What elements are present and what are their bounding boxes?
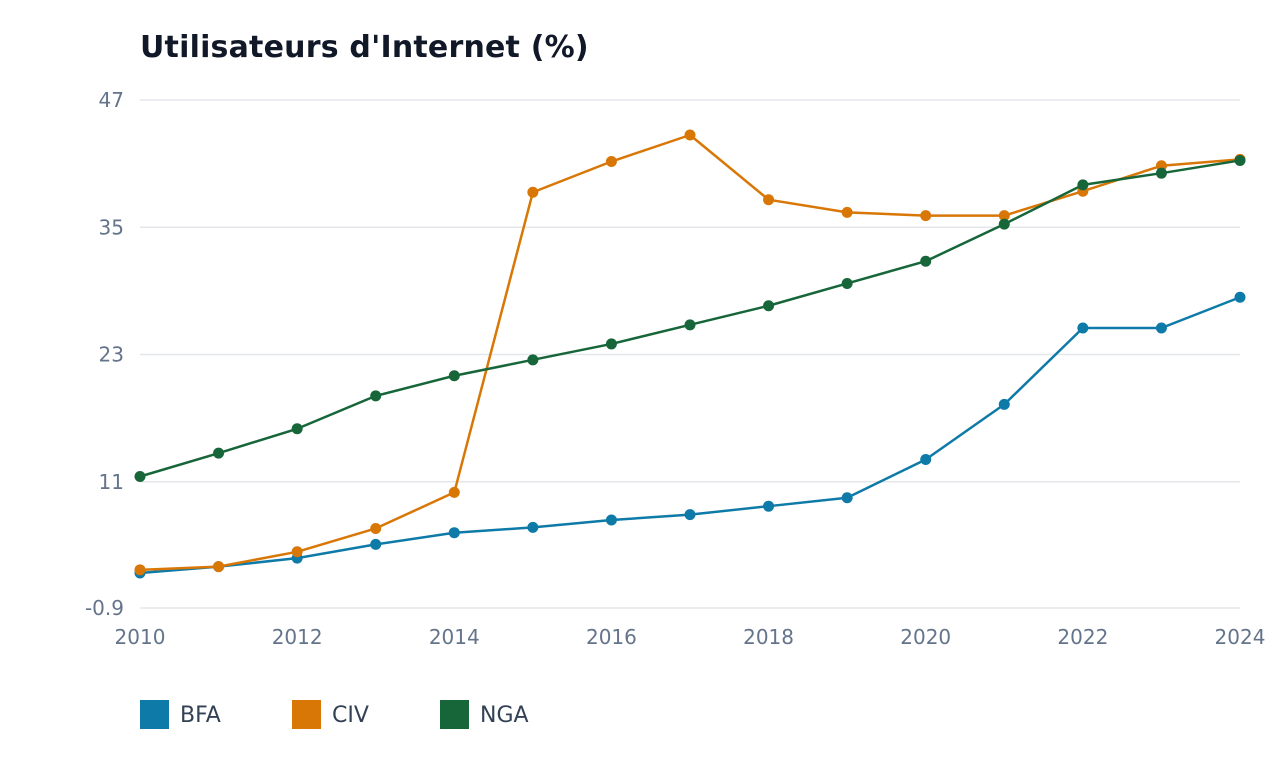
chart-title: Utilisateurs d'Internet (%) [140,30,589,65]
legend-item-civ: CIV [292,700,369,729]
data-point-civ [605,156,617,168]
data-point-civ [684,129,696,141]
data-point-nga [684,319,696,331]
data-point-civ [527,186,539,198]
y-axis-ticks: 47 35 23 11 -0.9 [85,88,124,620]
x-tick-label: 2014 [429,625,480,649]
data-point-nga [605,338,617,350]
data-point-nga [1155,167,1167,179]
x-tick-label: 2018 [743,625,794,649]
data-point-bfa [1234,291,1246,303]
legend-label-nga: NGA [480,703,529,728]
series-nga [134,154,1246,482]
data-point-civ [370,522,382,534]
data-point-bfa [763,500,775,512]
y-tick-label: 11 [99,470,124,494]
data-point-nga [134,470,146,482]
legend-swatch-nga [440,700,469,729]
data-point-nga [920,255,932,267]
x-tick-label: 2012 [272,625,323,649]
series-line-bfa [138,296,1242,575]
data-point-civ [213,561,225,573]
data-point-civ [291,546,303,558]
data-point-nga [291,423,303,435]
data-point-civ [134,564,146,576]
data-point-nga [448,370,460,382]
series-civ [134,129,1246,576]
x-tick-label: 2020 [900,625,951,649]
x-tick-label: 2016 [586,625,637,649]
data-point-nga [370,390,382,402]
data-point-bfa [370,538,382,550]
data-point-bfa [684,509,696,521]
data-point-civ [920,210,932,222]
legend-swatch-bfa [140,700,169,729]
y-tick-label: 47 [99,88,124,112]
data-point-nga [213,447,225,459]
legend: BFA CIV NGA [140,700,529,729]
data-point-civ [763,194,775,206]
x-tick-label: 2024 [1215,625,1266,649]
data-point-bfa [1077,322,1089,334]
series-bfa [134,291,1246,579]
data-point-civ [841,206,853,218]
data-point-bfa [1155,322,1167,334]
y-tick-label: 35 [99,215,124,239]
legend-swatch-civ [292,700,321,729]
data-point-nga [1077,179,1089,191]
x-axis-ticks: 2010 2012 2014 2016 2018 2020 2022 2024 [115,625,1266,649]
data-point-bfa [527,521,539,533]
data-point-bfa [841,492,853,504]
y-tick-label: 23 [99,343,124,367]
series-group [134,129,1246,579]
x-tick-label: 2022 [1057,625,1108,649]
gridlines [140,99,1240,609]
data-point-nga [998,218,1010,230]
data-point-bfa [920,454,932,466]
data-point-civ [998,210,1010,222]
data-point-bfa [998,398,1010,410]
data-point-bfa [448,527,460,539]
data-point-bfa [605,514,617,526]
data-point-civ [448,486,460,498]
data-point-nga [527,354,539,366]
legend-label-civ: CIV [332,703,369,728]
legend-label-bfa: BFA [180,703,221,728]
data-point-nga [1234,154,1246,166]
x-tick-label: 2010 [115,625,166,649]
y-tick-label: -0.9 [85,596,124,620]
legend-item-bfa: BFA [140,700,221,729]
data-point-nga [763,300,775,312]
legend-item-nga: NGA [440,700,529,729]
data-point-nga [841,277,853,289]
series-line-civ [138,133,1242,572]
series-line-nga [138,159,1242,478]
